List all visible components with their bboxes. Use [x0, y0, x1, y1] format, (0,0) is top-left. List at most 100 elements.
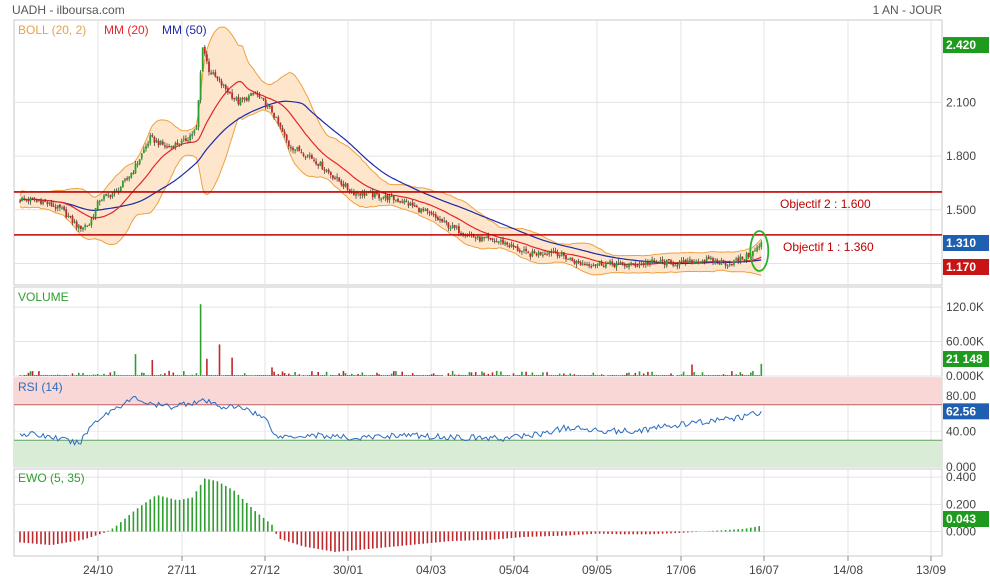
volume-bar: [594, 375, 597, 376]
volume-bar: [166, 375, 168, 376]
candle-body: [315, 161, 317, 165]
volume-bar: [65, 375, 67, 376]
x-tick-label: 27/12: [250, 563, 280, 577]
panel-frame-vol: [13, 286, 943, 377]
candle-body: [455, 226, 458, 229]
ewo-bar: [225, 485, 227, 532]
ewo-bar: [724, 530, 727, 532]
candle-body: [552, 251, 555, 253]
volume-bar: [451, 370, 454, 376]
volume-bar: [323, 375, 326, 376]
candle-body: [170, 146, 173, 148]
ewo-bar: [338, 531, 340, 552]
candle-body: [743, 259, 746, 261]
candle-body: [401, 201, 404, 203]
ewo-bar: [107, 530, 109, 532]
candle-body: [281, 127, 284, 132]
ewo-bar: [166, 497, 168, 532]
volume-bar: [477, 375, 479, 376]
candle-body: [458, 226, 460, 234]
volume-bar: [705, 375, 708, 376]
candle-body: [176, 142, 179, 145]
candle-body: [216, 76, 219, 79]
volume-bar: [500, 371, 502, 376]
candle-body: [59, 204, 61, 208]
period-label[interactable]: 1 AN - JOUR: [872, 3, 942, 17]
volume-bar: [649, 375, 651, 376]
volume-bar: [220, 375, 223, 376]
candle-body: [29, 197, 32, 202]
candle-body: [174, 143, 177, 148]
ewo-bar: [309, 531, 311, 548]
candle-body: [607, 262, 609, 265]
volume-bar: [178, 375, 181, 376]
ewo-bar: [485, 531, 487, 540]
volume-bar: [222, 375, 225, 376]
ewo-bar: [355, 531, 357, 551]
candle-body: [136, 163, 139, 165]
x-tick-label: 13/09: [916, 563, 946, 577]
volume-bar: [239, 375, 242, 376]
ewo-bar: [565, 531, 567, 536]
candle-body: [653, 260, 656, 262]
ewo-bar: [388, 531, 391, 547]
candle-body: [77, 225, 80, 229]
ewo-bar: [531, 531, 534, 537]
volume-bar: [44, 375, 46, 376]
volume-bar: [46, 375, 49, 376]
legend-boll: BOLL (20, 2): [18, 23, 86, 37]
candle-body: [271, 105, 273, 113]
candle-body: [407, 202, 410, 206]
x-tick-label: 09/05: [582, 563, 612, 577]
volume-bar: [187, 375, 189, 376]
ewo-bar: [317, 531, 319, 550]
volume-bar: [718, 375, 721, 376]
candle-body: [88, 224, 91, 226]
candle-body: [575, 260, 578, 265]
ewo-bar: [132, 511, 135, 532]
volume-bar: [306, 375, 309, 376]
volume-bar: [514, 375, 517, 376]
candle-body: [651, 259, 653, 262]
ewo-bar: [31, 531, 34, 544]
candle-body: [434, 214, 437, 218]
volume-bar: [642, 373, 645, 376]
volume-bar: [565, 375, 567, 376]
ewo-bar: [535, 531, 538, 537]
ewo-bar: [283, 531, 286, 541]
objective-label: Objectif 1 : 1.360: [783, 240, 874, 254]
volume-bar: [453, 374, 456, 376]
candle-body: [747, 252, 750, 258]
candle-body: [621, 262, 624, 265]
candle-body: [560, 252, 563, 256]
volume-tick-label: 60.00K: [946, 335, 984, 349]
candle-body: [512, 245, 515, 248]
ewo-bar: [237, 494, 240, 532]
volume-bar: [279, 375, 282, 376]
candle-body: [258, 94, 261, 98]
volume-bar: [733, 375, 735, 376]
volume-bar: [277, 374, 280, 376]
candle-body: [548, 251, 551, 255]
candle-body: [485, 236, 488, 238]
volume-bar: [162, 375, 164, 376]
candle-body: [92, 216, 95, 218]
volume-bar: [241, 375, 244, 376]
ewo-bar: [691, 531, 693, 533]
volume-bar: [519, 375, 521, 376]
volume-bar: [67, 375, 70, 376]
ewo-bar: [393, 531, 395, 547]
candle-body: [659, 260, 662, 263]
candle-body: [67, 215, 70, 217]
volume-bar: [124, 375, 126, 376]
volume-bar: [657, 375, 660, 376]
volume-bar: [735, 374, 737, 376]
candle-body: [82, 227, 84, 230]
x-tick-label: 14/08: [833, 563, 863, 577]
candle-body: [472, 235, 475, 238]
volume-bar: [588, 375, 590, 376]
ewo-bar: [195, 491, 198, 532]
ewo-bar: [216, 481, 219, 532]
volume-bar: [449, 375, 452, 376]
candle-body: [266, 104, 269, 107]
